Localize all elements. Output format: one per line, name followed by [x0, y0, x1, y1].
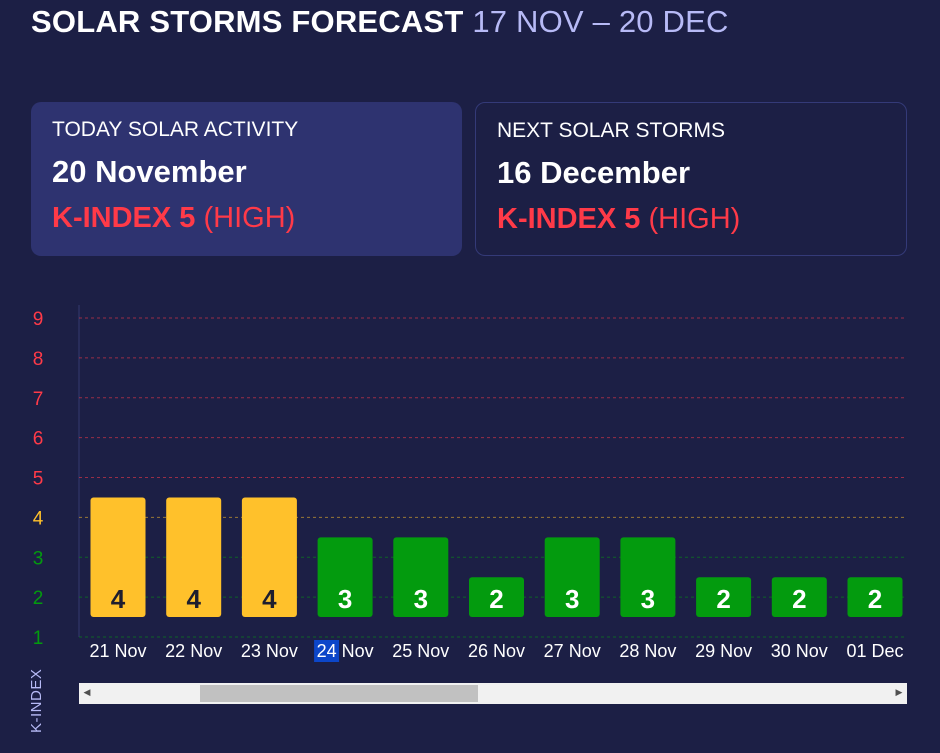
today-k-index: K-INDEX 5 (HIGH) [52, 202, 441, 235]
bar-value-label: 3 [338, 584, 352, 614]
bar-value-label: 3 [565, 584, 579, 614]
y-tick-label: 4 [33, 508, 44, 529]
next-storms-card: NEXT SOLAR STORMS 16 December K-INDEX 5 … [475, 102, 907, 256]
date-range: 17 NOV – 20 DEC [472, 4, 729, 39]
bar [166, 497, 222, 617]
bar [469, 577, 524, 617]
next-k-index: K-INDEX 5 (HIGH) [497, 203, 885, 236]
x-tick-label: 29 Nov [695, 641, 752, 661]
bar [90, 497, 146, 617]
bar-value-label: 4 [111, 584, 126, 614]
x-tick-label: 30 Nov [771, 641, 828, 661]
bar-value-label: 2 [489, 584, 503, 614]
y-tick-label: 7 [33, 389, 44, 410]
x-tick-label: 27 Nov [544, 641, 601, 661]
y-tick-label: 6 [33, 429, 44, 450]
bar-value-label: 4 [186, 584, 201, 614]
k-index-bar-chart: 1 2 3 4 5 6 7 8 9 4 21 Nov 4 22 Nov 4 23 Nov 3 24 Nov 3 25… [33, 305, 907, 662]
y-tick-label: 8 [33, 349, 44, 370]
bar-value-label: 3 [414, 584, 428, 614]
x-tick-label: 01 Dec [846, 641, 903, 661]
scrollbar-thumb[interactable] [200, 685, 478, 702]
today-k-value: K-INDEX 5 [52, 202, 196, 234]
y-tick-label: 9 [33, 309, 44, 330]
bar [847, 577, 903, 617]
today-date: 20 November [52, 154, 247, 189]
bar [771, 577, 827, 617]
bar [696, 577, 752, 617]
next-k-level: (HIGH) [648, 203, 741, 235]
bar [317, 537, 373, 617]
page-title: SOLAR STORMS FORECAST 17 NOV – 20 DEC [31, 4, 729, 40]
y-tick-label: 3 [33, 548, 44, 569]
x-tick-label: 23 Nov [241, 641, 298, 661]
x-tick-label: 21 Nov [89, 641, 146, 661]
today-activity-card: TODAY SOLAR ACTIVITY 20 November K-INDEX… [31, 102, 462, 256]
title-text: SOLAR STORMS FORECAST [31, 4, 464, 39]
y-tick-label: 2 [33, 588, 44, 609]
x-tick-label: 24 Nov [317, 641, 374, 661]
y-axis-title: K-INDEX [28, 668, 45, 733]
y-tick-label: 5 [33, 469, 44, 490]
chart-horizontal-scrollbar[interactable]: ◀ ▶ [79, 683, 907, 704]
x-tick-label: 28 Nov [619, 641, 676, 661]
bar-value-label: 2 [716, 584, 730, 614]
bar-value-label: 4 [262, 584, 277, 614]
bar-value-label: 2 [792, 584, 806, 614]
next-k-value: K-INDEX 5 [497, 203, 641, 235]
today-card-label: TODAY SOLAR ACTIVITY [52, 118, 299, 141]
y-tick-label: 1 [33, 628, 44, 649]
today-k-level: (HIGH) [203, 202, 296, 234]
next-date: 16 December [497, 155, 691, 190]
x-tick-label: 25 Nov [392, 641, 449, 661]
next-card-label: NEXT SOLAR STORMS [497, 119, 725, 142]
bar [393, 537, 449, 617]
bar [620, 537, 676, 617]
bar-value-label: 3 [641, 584, 655, 614]
x-tick-label: 22 Nov [165, 641, 222, 661]
bar-value-label: 2 [868, 584, 882, 614]
x-tick-label: 26 Nov [468, 641, 525, 661]
scroll-right-icon[interactable]: ▶ [895, 688, 903, 698]
bar [241, 497, 297, 617]
bar [544, 537, 600, 617]
today-highlight [314, 640, 340, 662]
scroll-left-icon[interactable]: ◀ [83, 688, 91, 698]
